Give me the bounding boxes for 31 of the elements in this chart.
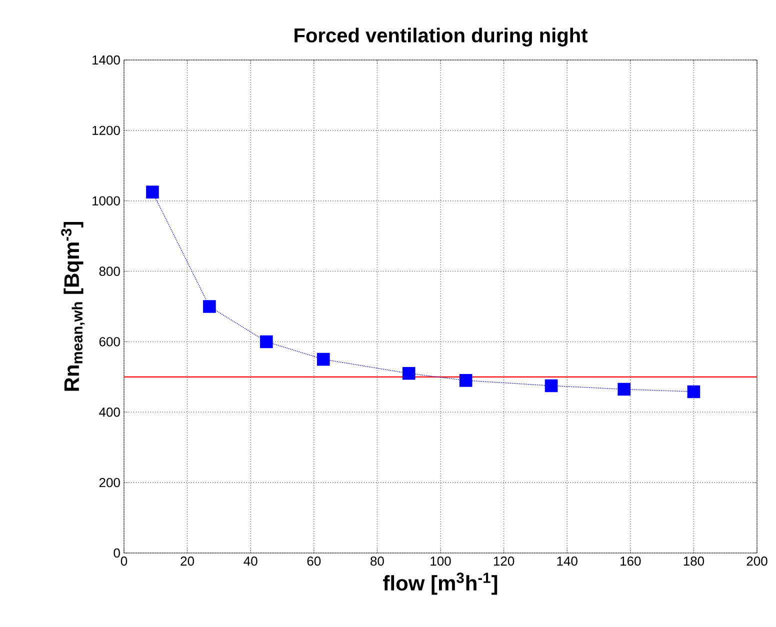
x-tick-label: 200	[746, 556, 768, 566]
x-tick-label: 40	[244, 556, 258, 566]
y-tick-label: 200	[99, 478, 120, 488]
x-tick-label: 60	[307, 556, 321, 566]
point	[402, 367, 416, 380]
x-tick-label: 140	[557, 556, 578, 566]
y-tick-label: 0	[114, 548, 120, 558]
point	[203, 300, 216, 313]
y-tick-label: 1200	[92, 126, 120, 136]
x-tick-label: 120	[494, 556, 514, 566]
y-tick-label: 1000	[92, 196, 120, 206]
point	[618, 382, 630, 396]
chart-title: Forced ventilation during night	[294, 28, 588, 46]
point	[316, 352, 330, 366]
x-tick-label: 0	[120, 556, 128, 566]
point	[687, 385, 700, 398]
point	[544, 379, 558, 392]
point	[146, 186, 159, 198]
y-tick-label: 400	[99, 408, 120, 417]
y-tick-label: 1400	[92, 55, 120, 65]
x-tick-label: 180	[684, 556, 704, 566]
y-tick-label: 800	[99, 266, 120, 276]
y-axis-title: Rn$_{mean,wh}$ [Bqm$^{-3}$]	[61, 222, 85, 391]
x-tick-label: 100	[430, 556, 451, 566]
point	[459, 374, 472, 387]
y-tick-label: 600	[99, 337, 120, 346]
x-axis-title: flow [m$^{3}$h$^{-1}$]	[383, 572, 498, 595]
x-tick-label: 80	[370, 556, 384, 566]
x-tick-label: 160	[620, 556, 641, 566]
x-tick-label: 20	[180, 556, 194, 566]
point	[260, 335, 273, 348]
